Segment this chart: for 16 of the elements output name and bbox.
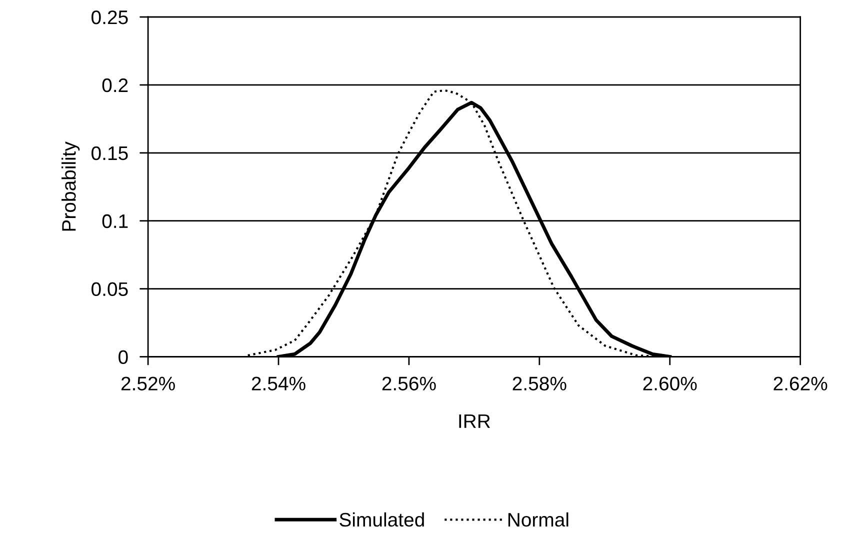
x-tick-label: 2.56%	[382, 376, 436, 390]
y-tick-label: 0.2	[102, 78, 128, 92]
y-axis-title: Probability	[62, 142, 80, 231]
x-tick-label: 2.54%	[252, 376, 306, 390]
legend-label: Normal	[508, 512, 568, 527]
x-tick-label: 2.62%	[774, 376, 828, 390]
y-tick-label: 0.05	[92, 282, 128, 296]
y-tick-label: 0.25	[92, 10, 128, 24]
y-tick-label: 0.15	[92, 146, 128, 160]
legend-label: Simulated	[340, 512, 424, 527]
x-tick-label: 2.58%	[512, 376, 566, 390]
y-tick-label: 0.1	[102, 214, 128, 228]
x-tick-label: 2.60%	[643, 376, 697, 390]
x-axis-title: IRR	[459, 414, 490, 428]
y-tick-label: 0	[118, 350, 128, 364]
x-tick-label: 2.52%	[121, 376, 175, 390]
